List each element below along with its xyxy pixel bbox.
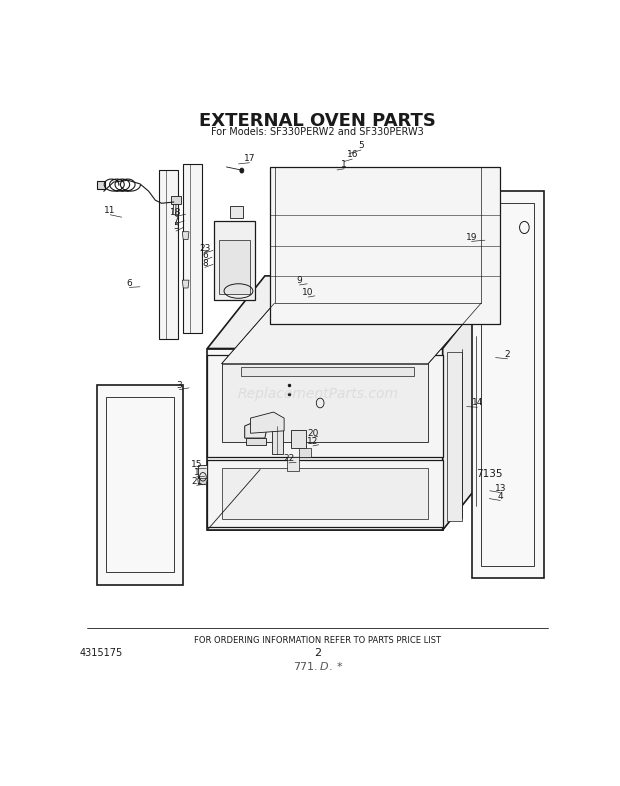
Text: 23: 23 <box>199 244 211 253</box>
Polygon shape <box>198 479 207 485</box>
Text: 18: 18 <box>170 208 182 217</box>
Text: EXTERNAL OVEN PARTS: EXTERNAL OVEN PARTS <box>199 112 436 130</box>
Polygon shape <box>97 182 105 189</box>
Text: 8: 8 <box>202 259 208 268</box>
Text: ReplacementParts.com: ReplacementParts.com <box>237 387 398 401</box>
Text: 9: 9 <box>296 276 303 285</box>
Text: 4: 4 <box>497 492 503 501</box>
Text: FOR ORDERING INFORMATION REFER TO PARTS PRICE LIST: FOR ORDERING INFORMATION REFER TO PARTS … <box>194 637 441 645</box>
Text: 21: 21 <box>191 476 202 486</box>
Text: 5: 5 <box>173 222 179 231</box>
Polygon shape <box>246 438 266 446</box>
Polygon shape <box>448 351 462 521</box>
Text: For Models: SF330PERW2 and SF330PERW3: For Models: SF330PERW2 and SF330PERW3 <box>211 127 424 137</box>
Polygon shape <box>471 191 544 578</box>
Polygon shape <box>270 167 500 325</box>
Text: 17: 17 <box>244 154 255 163</box>
Polygon shape <box>198 465 207 479</box>
Text: 6: 6 <box>126 279 132 288</box>
Polygon shape <box>171 196 181 204</box>
Polygon shape <box>222 303 481 364</box>
Text: $\mathit{771.D.*}$: $\mathit{771.D.*}$ <box>293 660 343 672</box>
Text: 12: 12 <box>308 437 319 446</box>
Text: 11: 11 <box>104 206 116 215</box>
Text: 4315175: 4315175 <box>80 648 123 658</box>
Polygon shape <box>207 276 500 348</box>
Polygon shape <box>291 430 306 448</box>
Text: 6: 6 <box>202 252 208 260</box>
Text: 15: 15 <box>191 461 202 469</box>
Text: 16: 16 <box>347 150 358 160</box>
Text: 3: 3 <box>177 381 182 390</box>
Text: 7: 7 <box>173 215 179 224</box>
Text: 1: 1 <box>194 468 200 477</box>
Text: 13: 13 <box>495 484 506 493</box>
Text: 19: 19 <box>466 233 477 241</box>
Text: 5: 5 <box>358 141 364 150</box>
Text: 1: 1 <box>341 160 347 169</box>
Polygon shape <box>241 366 414 376</box>
Polygon shape <box>207 354 443 457</box>
Polygon shape <box>207 348 443 530</box>
Polygon shape <box>184 164 202 333</box>
Polygon shape <box>443 276 500 530</box>
Polygon shape <box>298 448 311 457</box>
Circle shape <box>240 168 244 173</box>
Polygon shape <box>286 457 299 471</box>
Polygon shape <box>97 385 184 585</box>
Polygon shape <box>230 206 243 219</box>
Polygon shape <box>250 412 284 433</box>
Text: 7135: 7135 <box>477 469 503 479</box>
Polygon shape <box>182 280 189 288</box>
Text: 2: 2 <box>314 648 321 658</box>
Text: 10: 10 <box>303 288 314 297</box>
Polygon shape <box>245 420 267 438</box>
Text: 2: 2 <box>505 350 510 359</box>
Polygon shape <box>182 232 189 240</box>
Polygon shape <box>215 222 255 300</box>
Polygon shape <box>222 362 428 443</box>
Polygon shape <box>272 426 283 454</box>
Text: 14: 14 <box>472 399 483 407</box>
Polygon shape <box>219 240 250 294</box>
Text: 22: 22 <box>283 454 294 463</box>
Polygon shape <box>159 170 179 340</box>
Polygon shape <box>222 468 428 520</box>
Polygon shape <box>207 461 443 527</box>
Text: 20: 20 <box>308 428 319 438</box>
